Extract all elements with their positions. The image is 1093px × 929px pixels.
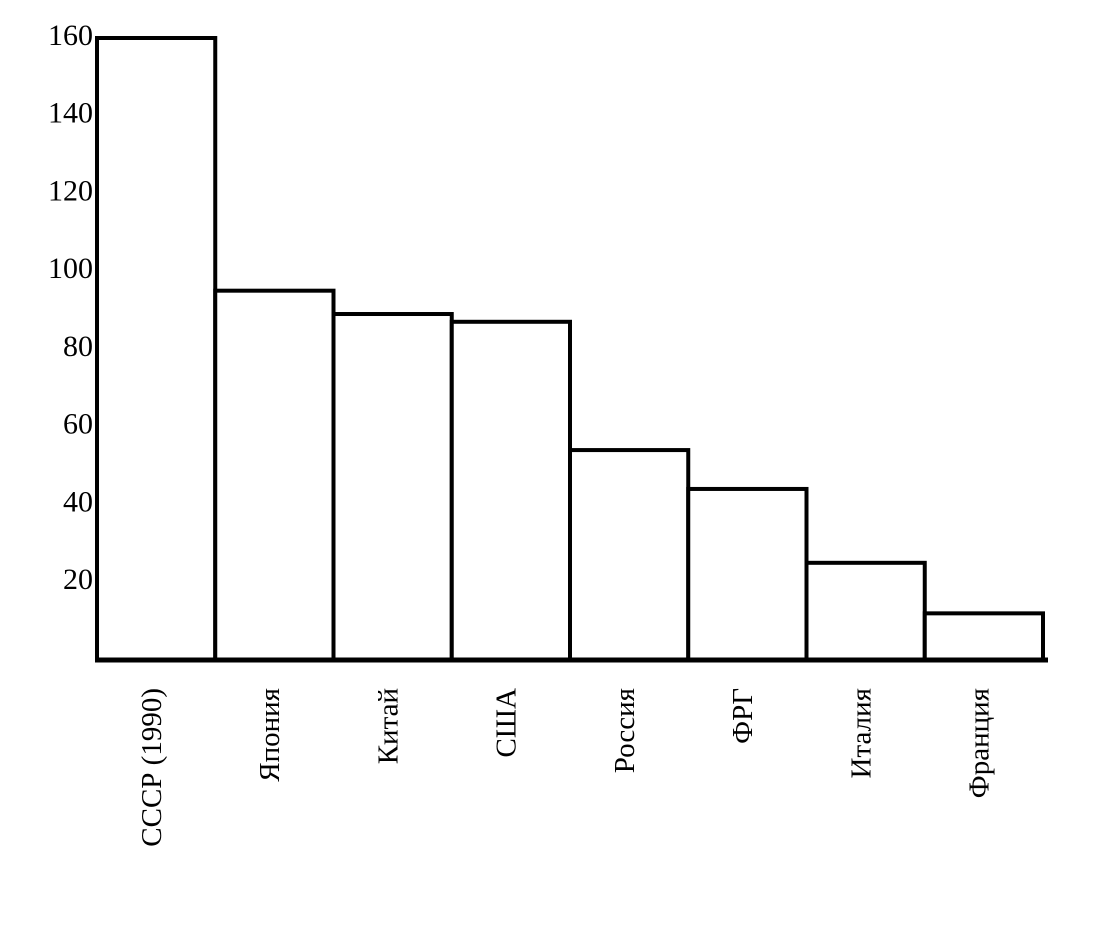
bar — [568, 448, 691, 663]
bar — [331, 312, 454, 662]
y-tick-label: 160 — [48, 19, 93, 52]
y-tick-label: 20 — [63, 563, 93, 596]
x-tick-label: Россия — [609, 688, 641, 773]
y-tick-label: 100 — [48, 252, 93, 285]
bar — [95, 36, 218, 662]
bar — [922, 611, 1045, 662]
bar — [449, 319, 572, 662]
bar — [686, 486, 809, 663]
y-tick-label: 140 — [48, 97, 93, 130]
x-tick-label: Китай — [372, 688, 404, 764]
bar — [804, 560, 927, 662]
y-tick-label: 120 — [48, 174, 93, 207]
x-tick-label: Япония — [254, 688, 286, 782]
y-tick-label: 40 — [63, 485, 93, 518]
x-tick-label: Франция — [964, 688, 996, 798]
bar — [213, 288, 336, 662]
x-tick-label: США — [491, 688, 523, 758]
y-tick-label: 60 — [63, 408, 93, 441]
x-tick-label: Италия — [845, 688, 877, 778]
x-tick-label: ФРГ — [727, 688, 759, 744]
y-tick-label: 80 — [63, 330, 93, 363]
x-tick-label: СССР (1990) — [136, 688, 168, 847]
